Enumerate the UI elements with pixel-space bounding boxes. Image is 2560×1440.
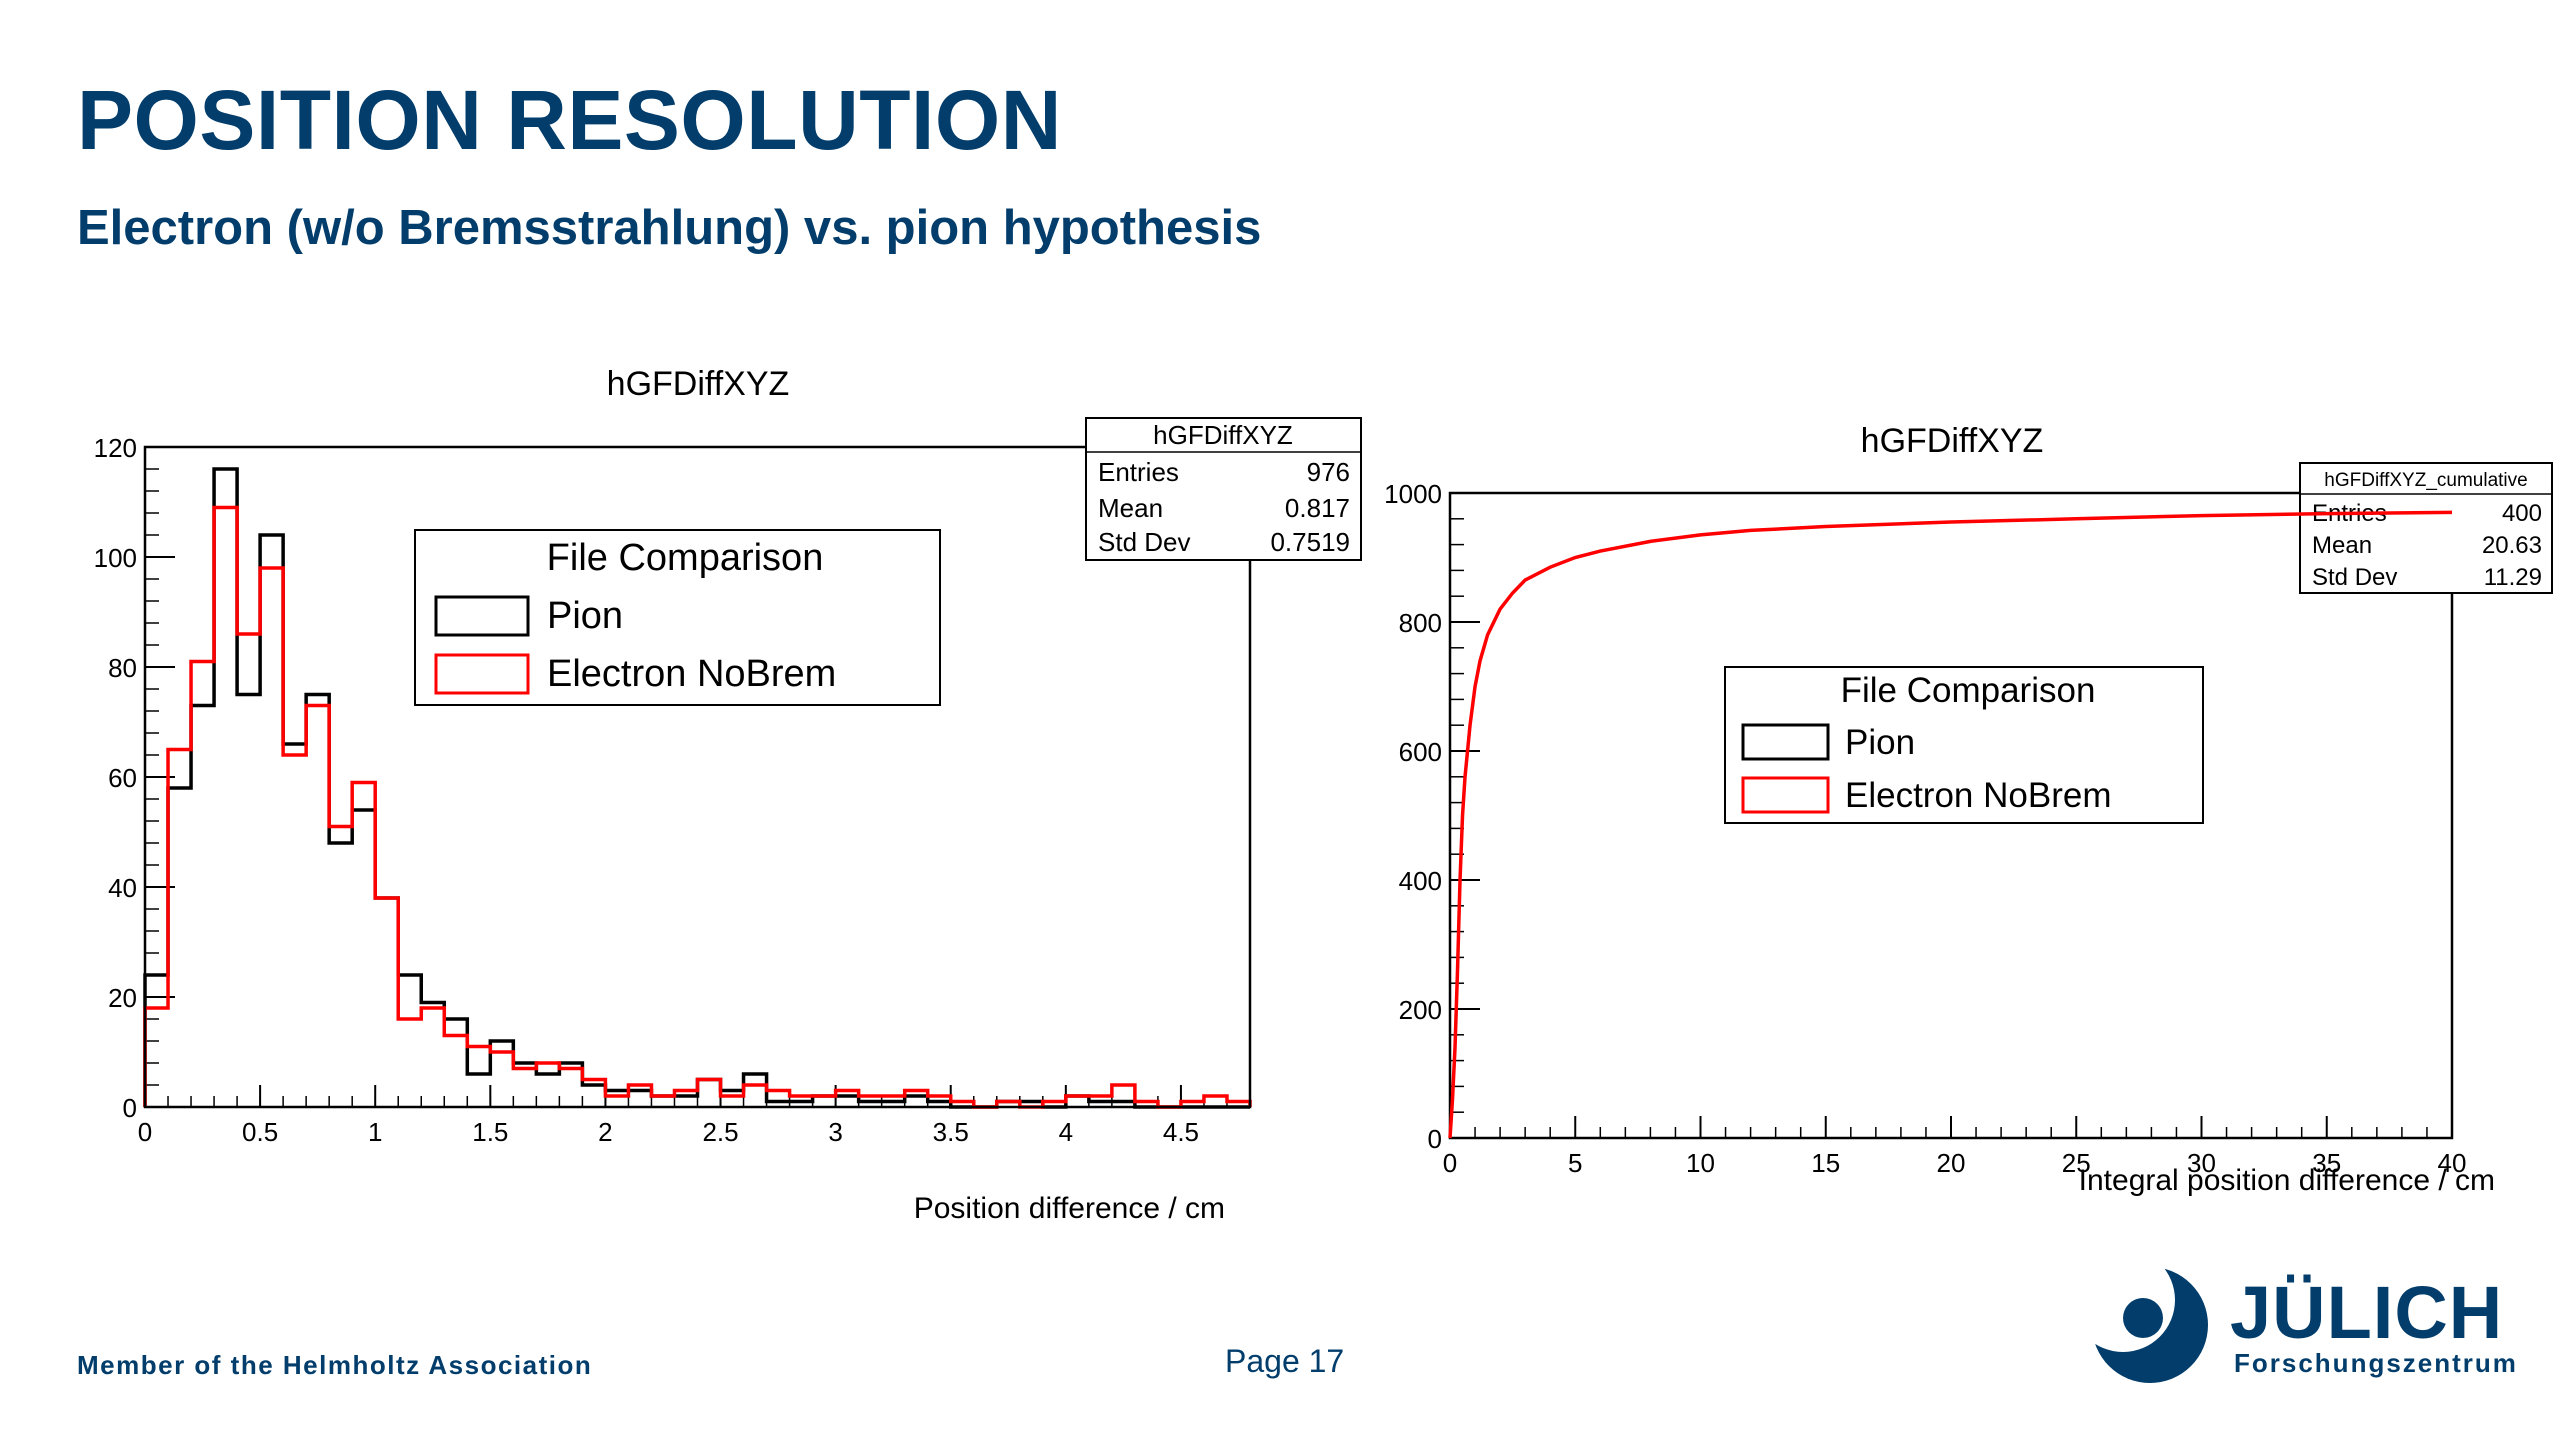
legend-swatch-electron [434, 653, 530, 695]
legend: File Comparison Pion Electron NoBrem [1724, 666, 2204, 824]
slide-title: POSITION RESOLUTION [77, 73, 1062, 167]
stats-stddev-label: Std Dev [2312, 564, 2397, 591]
stats-name: hGFDiffXYZ_cumulative [2324, 470, 2527, 491]
stats-name: hGFDiffXYZ [1153, 420, 1293, 450]
stats-mean-label: Mean [2312, 532, 2372, 559]
logo-name: JÜLICH [2230, 1271, 2504, 1354]
plot-title: hGFDiffXYZ [607, 365, 790, 403]
julich-logo-icon [2085, 1260, 2208, 1383]
y-tick-label: 120 [94, 433, 137, 463]
x-tick-label: 3 [828, 1117, 842, 1147]
stats-entries-value: 976 [1307, 457, 1350, 487]
x-tick-label: 5 [1568, 1148, 1582, 1178]
y-tick-label: 400 [1399, 866, 1442, 896]
x-tick-label: 25 [2062, 1148, 2091, 1178]
stats-stddev-value: 11.29 [2484, 564, 2542, 591]
y-tick-label: 100 [94, 543, 137, 573]
y-tick-label: 800 [1399, 608, 1442, 638]
legend-swatch-pion [434, 595, 530, 637]
histogram-plot: hGFDiffXYZ 0 20 40 60 80 100 120 0 0.5 1 1.5 2 2.5 3… [94, 365, 1362, 1225]
stats-entries-value: 400 [2502, 500, 2542, 527]
legend-title: File Comparison [1841, 671, 2096, 710]
x-tick-label: 1.5 [472, 1117, 508, 1147]
stats-stddev-value: 0.7519 [1270, 527, 1350, 557]
x-tick-label: 15 [1811, 1148, 1840, 1178]
stats-mean-value: 0.817 [1285, 493, 1350, 523]
x-tick-label: 10 [1686, 1148, 1715, 1178]
x-tick-label: 3.5 [933, 1117, 969, 1147]
x-tick-label: 35 [2312, 1148, 2341, 1178]
plot-frame [1448, 491, 2454, 1140]
series-overlay [1448, 510, 2453, 1139]
stats-mean-label: Mean [1098, 493, 1163, 523]
cumulative-plot: hGFDiffXYZ 0 200 400 600 800 1000 0 5 10 15 20 25 3… [1384, 422, 2553, 1197]
y-tick-label: 0 [1428, 1124, 1442, 1154]
y-tick-label: 80 [108, 653, 137, 683]
x-tick-labels: 0 0.5 1 1.5 2 2.5 3 3.5 4 4.5 [138, 1117, 1199, 1147]
x-tick-label: 0 [1443, 1148, 1457, 1178]
histogram-series [143, 467, 1252, 1109]
x-tick-label: 1 [368, 1117, 382, 1147]
y-tick-label: 40 [108, 873, 137, 903]
legend-label-electron: Electron NoBrem [1845, 776, 2111, 815]
y-tick-label: 0 [123, 1093, 137, 1123]
stats-stddev-label: Std Dev [1098, 527, 1191, 557]
legend-swatch-electron [1741, 776, 1830, 814]
series-electron-nobrem [143, 505, 1252, 1109]
legend-title: File Comparison [547, 537, 824, 579]
y-tick-label: 600 [1399, 737, 1442, 767]
stats-mean-value: 20.63 [2482, 532, 2542, 559]
y-tick-label: 1000 [1384, 479, 1442, 509]
footer-association: Member of the Helmholtz Association [77, 1350, 593, 1380]
stats-box: hGFDiffXYZ_cumulative Entries 400 Mean 2… [2299, 462, 2553, 594]
y-tick-label: 20 [108, 983, 137, 1013]
y-tick-label: 200 [1399, 995, 1442, 1025]
y-tick-labels: 0 200 400 600 800 1000 [1384, 479, 1442, 1154]
x-tick-label: 2 [598, 1117, 612, 1147]
plot-frame [143, 445, 1252, 1109]
page-number: Page 17 [1225, 1343, 1345, 1379]
logo-subtitle: Forschungszentrum [2234, 1348, 2518, 1378]
y-tick-labels: 0 20 40 60 80 100 120 [94, 433, 137, 1123]
legend-box [414, 529, 941, 706]
x-tick-label: 4 [1059, 1117, 1073, 1147]
stats-entries-label: Entries [1098, 457, 1179, 487]
series-electron-nobrem [1448, 510, 2453, 1139]
legend-label-pion: Pion [1845, 723, 1915, 762]
legend-label-electron: Electron NoBrem [547, 653, 836, 695]
x-axis-label: Position difference / cm [914, 1192, 1225, 1225]
x-tick-label: 0 [138, 1117, 152, 1147]
x-tick-label: 4.5 [1163, 1117, 1199, 1147]
legend: File Comparison Pion Electron NoBrem [414, 529, 941, 706]
x-tick-label: 30 [2187, 1148, 2216, 1178]
y-tick-label: 60 [108, 763, 137, 793]
plot-title: hGFDiffXYZ [1861, 422, 2044, 460]
stats-box: hGFDiffXYZ Entries 976 Mean 0.817 Std De… [1085, 417, 1362, 561]
legend-label-pion: Pion [547, 595, 623, 637]
x-tick-label: 20 [1937, 1148, 1966, 1178]
slide-subtitle: Electron (w/o Bremsstrahlung) vs. pion h… [77, 201, 1262, 255]
x-tick-label: 0.5 [242, 1117, 278, 1147]
x-axis-label: Integral position difference / cm [2079, 1164, 2495, 1197]
x-tick-labels: 0 5 10 15 20 25 30 35 40 [1443, 1148, 2467, 1178]
x-tick-label: 2.5 [702, 1117, 738, 1147]
legend-box [1724, 666, 2204, 824]
x-tick-label: 40 [2438, 1148, 2467, 1178]
legend-swatch-pion [1741, 723, 1830, 761]
